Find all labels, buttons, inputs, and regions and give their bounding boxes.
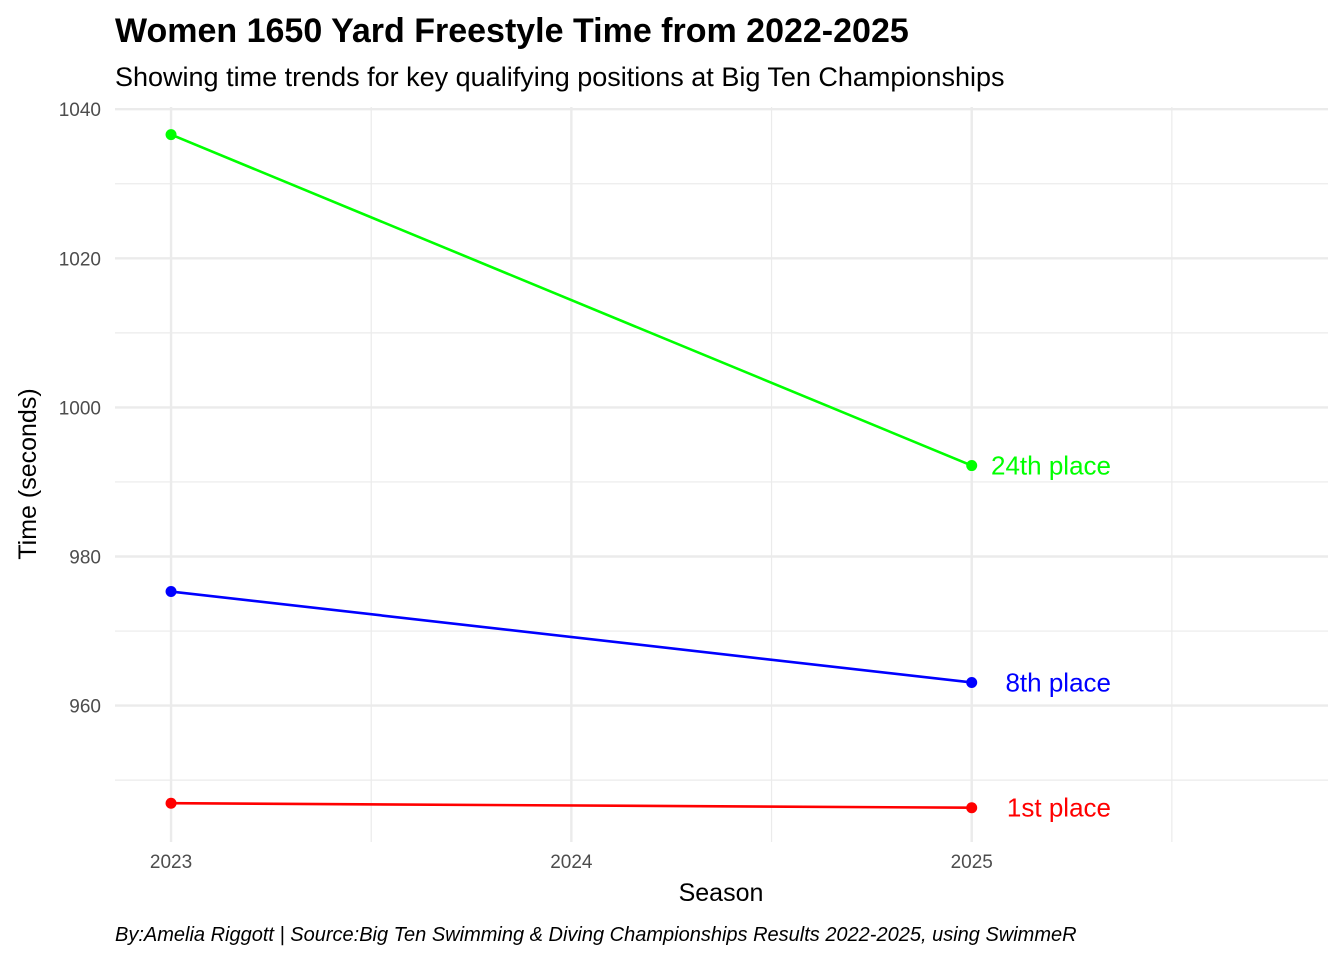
x-tick-label: 2025: [951, 852, 993, 873]
y-tick-label: 1040: [59, 100, 101, 121]
series-line-1st-place: [171, 801, 972, 810]
y-tick-label: 960: [69, 697, 101, 718]
chart-caption: By:Amelia Riggott | Source:Big Ten Swimm…: [115, 924, 1077, 946]
series-label-8th-place: 8th place: [1005, 667, 1111, 697]
chart-title: Women 1650 Yard Freestyle Time from 2022…: [115, 12, 909, 50]
x-tick-label: 2023: [150, 852, 192, 873]
y-axis-ticks: 960 980 1000 1020 1040: [59, 100, 101, 717]
data-point-24th-place: [165, 129, 177, 141]
x-axis-title: Season: [679, 879, 764, 907]
x-axis-ticks: 2023 2024 2025: [150, 852, 993, 873]
data-point-8th-place: [165, 586, 177, 598]
data-point-8th-place: [966, 676, 978, 688]
y-tick-label: 1020: [59, 249, 101, 270]
chart-subtitle: Showing time trends for key qualifying p…: [115, 62, 1004, 92]
data-point-1st-place: [165, 797, 177, 809]
series-label-24th-place: 24th place: [991, 451, 1111, 481]
series-label-1st-place: 1st place: [1007, 793, 1111, 823]
data-point-1st-place: [966, 802, 978, 814]
data-point-24th-place: [966, 460, 978, 472]
y-tick-label: 1000: [59, 398, 101, 419]
x-tick-label: 2024: [550, 852, 593, 873]
series: 1st place 8th place 24th place: [165, 129, 1111, 823]
series-line-24th-place: [170, 133, 973, 467]
series-line-8th-place: [170, 590, 972, 684]
y-axis-title: Time (seconds): [14, 388, 42, 559]
grid: [115, 107, 1328, 842]
y-tick-label: 980: [69, 547, 101, 568]
